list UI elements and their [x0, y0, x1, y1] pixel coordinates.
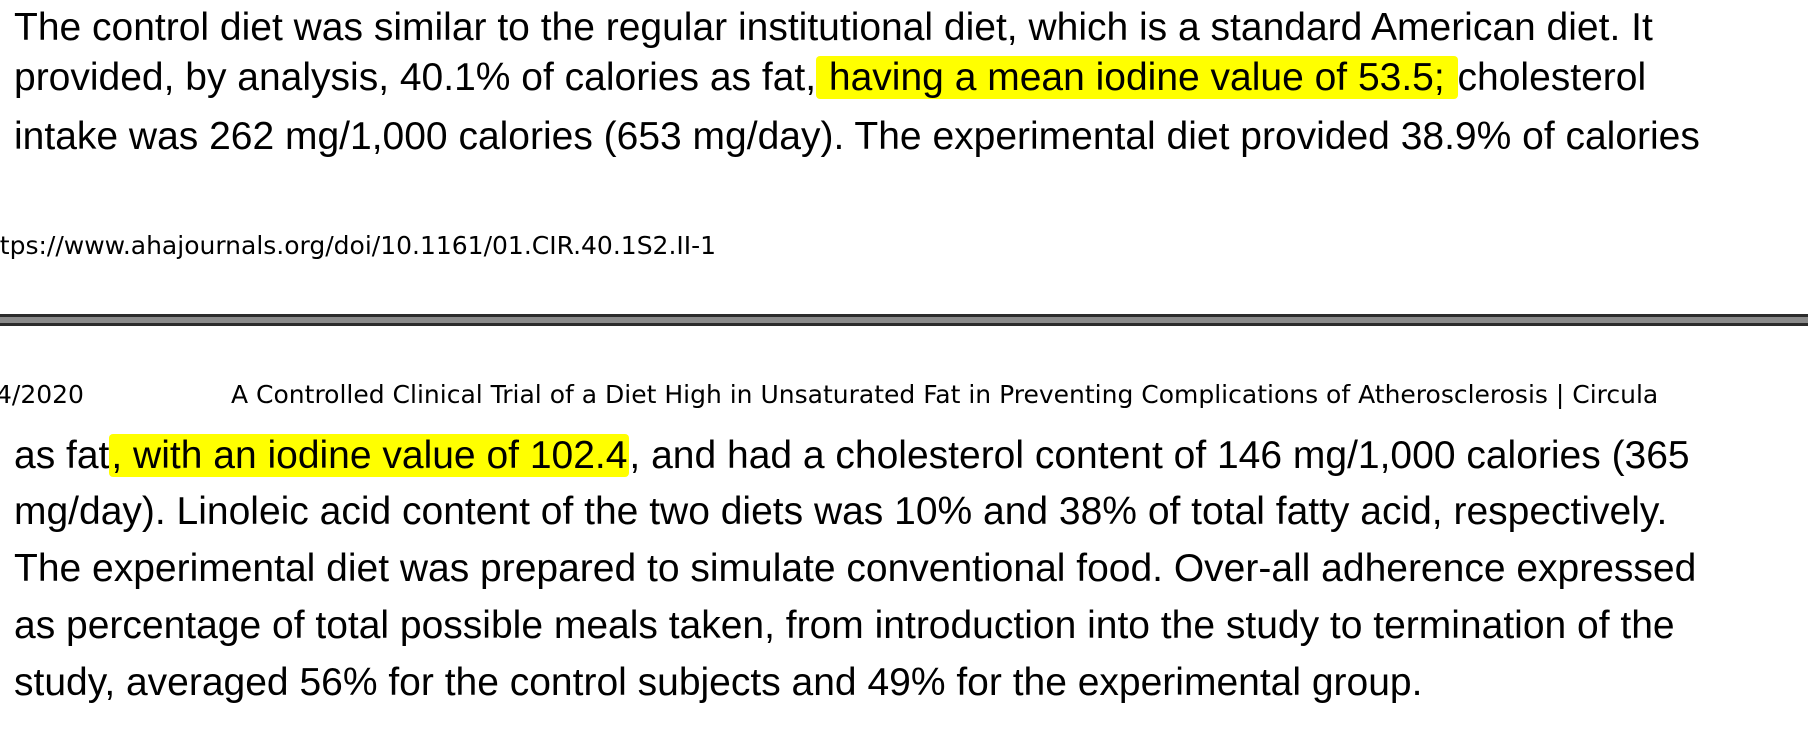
text-line: The experimental diet was prepared to si… — [14, 547, 1697, 590]
text-line: The control diet was similar to the regu… — [14, 6, 1653, 49]
text-line: as fat, with an iodine value of 102.4, a… — [14, 434, 1690, 477]
text-line: intake was 262 mg/1,000 calories (653 mg… — [14, 115, 1700, 158]
text-line: as percentage of total possible meals ta… — [14, 604, 1675, 647]
text-line: provided, by analysis, 40.1% of calories… — [14, 56, 1647, 99]
page-break-divider — [0, 314, 1808, 326]
footer-url: ttps://www.ahajournals.org/doi/10.1161/0… — [0, 231, 717, 260]
print-date: 4/2020 — [0, 380, 84, 409]
text-line: mg/day). Linoleic acid content of the tw… — [14, 490, 1668, 533]
highlighted-text: having a mean iodine value of 53.5; — [816, 56, 1458, 99]
highlighted-text: , with an iodine value of 102.4 — [109, 434, 630, 477]
page-header-title: A Controlled Clinical Trial of a Diet Hi… — [231, 380, 1659, 409]
text-line: study, averaged 56% for the control subj… — [14, 661, 1423, 704]
